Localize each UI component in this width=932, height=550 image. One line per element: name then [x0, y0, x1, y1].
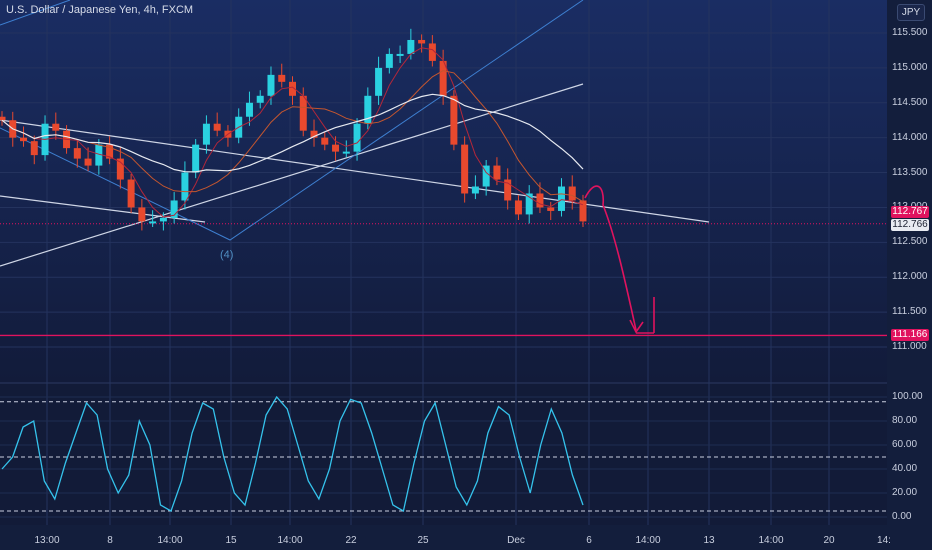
- candle-down: [127, 179, 135, 208]
- wave-label: (4): [220, 249, 234, 261]
- channel-line: [0, 0, 584, 241]
- time-tick-label: Dec: [507, 535, 525, 546]
- candle-down: [332, 144, 340, 152]
- candle-down: [289, 81, 296, 96]
- price-tag-target: 111.166: [891, 329, 929, 342]
- candle-up: [149, 221, 157, 224]
- channel-line-top: [0, 0, 71, 26]
- candle-down: [20, 137, 28, 142]
- candle-down: [450, 95, 458, 145]
- ma-mid: [1, 70, 584, 203]
- candle-up: [375, 67, 383, 96]
- candle-up: [396, 53, 404, 56]
- time-tick-label: 14:00: [277, 535, 303, 546]
- candle-down: [418, 39, 426, 44]
- candle-up: [192, 144, 200, 173]
- candle-up: [95, 144, 103, 166]
- price-tag-high: 112.767: [891, 205, 929, 218]
- price-tick-label: 114.000: [892, 131, 928, 143]
- osc-tick-label: 40.00: [892, 463, 918, 474]
- candle-down: [536, 193, 544, 208]
- candle-down: [30, 141, 38, 156]
- candle-down: [461, 144, 469, 194]
- currency-badge[interactable]: JPY: [897, 4, 925, 21]
- candle-up: [482, 165, 490, 187]
- candle-up: [267, 74, 275, 96]
- candle-up: [407, 39, 415, 54]
- candle-down: [493, 165, 501, 180]
- candle-up: [245, 102, 253, 117]
- price-tag-current: 112.766: [891, 218, 929, 231]
- price-tick-label: 111.500: [892, 306, 927, 318]
- price-tick-label: 113.500: [892, 166, 928, 178]
- candle-down: [547, 207, 555, 211]
- candle-up: [471, 186, 479, 194]
- candle-down: [439, 60, 447, 96]
- osc-tick-label: 0.00: [892, 511, 912, 522]
- candle-down: [213, 123, 221, 131]
- candle-down: [504, 179, 512, 201]
- candle-up: [159, 217, 167, 222]
- trendline-rising: [0, 83, 584, 267]
- time-tick-label: 13: [703, 535, 715, 546]
- price-tick-label: 112.500: [892, 236, 928, 248]
- candle-up: [364, 95, 372, 124]
- candle-down: [514, 200, 522, 215]
- candle-down: [0, 116, 6, 121]
- candle-up: [525, 193, 533, 215]
- time-tick-label: 25: [417, 535, 429, 546]
- price-tick-label: 115.000: [892, 61, 928, 73]
- chart-title: U.S. Dollar / Japanese Yen, 4h, FXCM: [6, 4, 194, 16]
- oscillator-pane: [0, 383, 887, 525]
- trendline-upper: [0, 119, 710, 223]
- projection-arrowhead: [629, 319, 644, 334]
- candle-down: [84, 158, 92, 166]
- candle-up: [202, 123, 210, 145]
- candle-down: [278, 74, 286, 82]
- time-tick-label: 6: [586, 535, 592, 546]
- time-tick-label: 8: [107, 535, 113, 546]
- price-tick-label: 112.000: [892, 271, 928, 283]
- price-tick-label: 115.500: [892, 27, 928, 38]
- time-tick-label: 15: [225, 535, 237, 546]
- osc-tick-label: 20.00: [892, 487, 918, 498]
- time-tick-label: 14:00: [758, 535, 784, 546]
- candle-down: [73, 148, 81, 159]
- candle-up: [557, 186, 565, 211]
- candle-down: [428, 43, 436, 61]
- candle-down: [579, 200, 587, 222]
- osc-tick-label: 80.00: [892, 415, 918, 426]
- price-tick-label: 111.000: [892, 341, 927, 352]
- candle-down: [568, 186, 576, 201]
- candle-down: [321, 137, 329, 145]
- price-tick-label: 114.500: [892, 96, 928, 108]
- candle-down: [106, 144, 114, 159]
- candle-up: [342, 151, 350, 154]
- time-tick-label: 22: [345, 535, 357, 546]
- candle-down: [52, 123, 60, 131]
- time-tick-label: 14:: [877, 535, 891, 546]
- osc-tick-label: 100.00: [892, 391, 923, 402]
- ma-fast: [1, 47, 584, 218]
- time-tick-label: 14:00: [635, 535, 661, 546]
- time-tick-label: 20: [823, 535, 835, 546]
- ma-slow: [1, 93, 584, 173]
- candle-down: [138, 207, 146, 222]
- oscillator-line: [1, 395, 584, 513]
- candle-up: [385, 53, 393, 68]
- candle-up: [353, 123, 361, 152]
- time-tick-label: 14:00: [157, 535, 183, 546]
- candle-up: [256, 95, 264, 103]
- osc-tick-label: 60.00: [892, 439, 918, 450]
- candle-down: [310, 130, 318, 138]
- candle-down: [299, 95, 307, 131]
- candle-down: [116, 158, 124, 180]
- candle-up: [170, 200, 178, 218]
- projection-path: [584, 185, 637, 331]
- candle-up: [181, 172, 189, 201]
- time-tick-label: 13:00: [34, 535, 60, 546]
